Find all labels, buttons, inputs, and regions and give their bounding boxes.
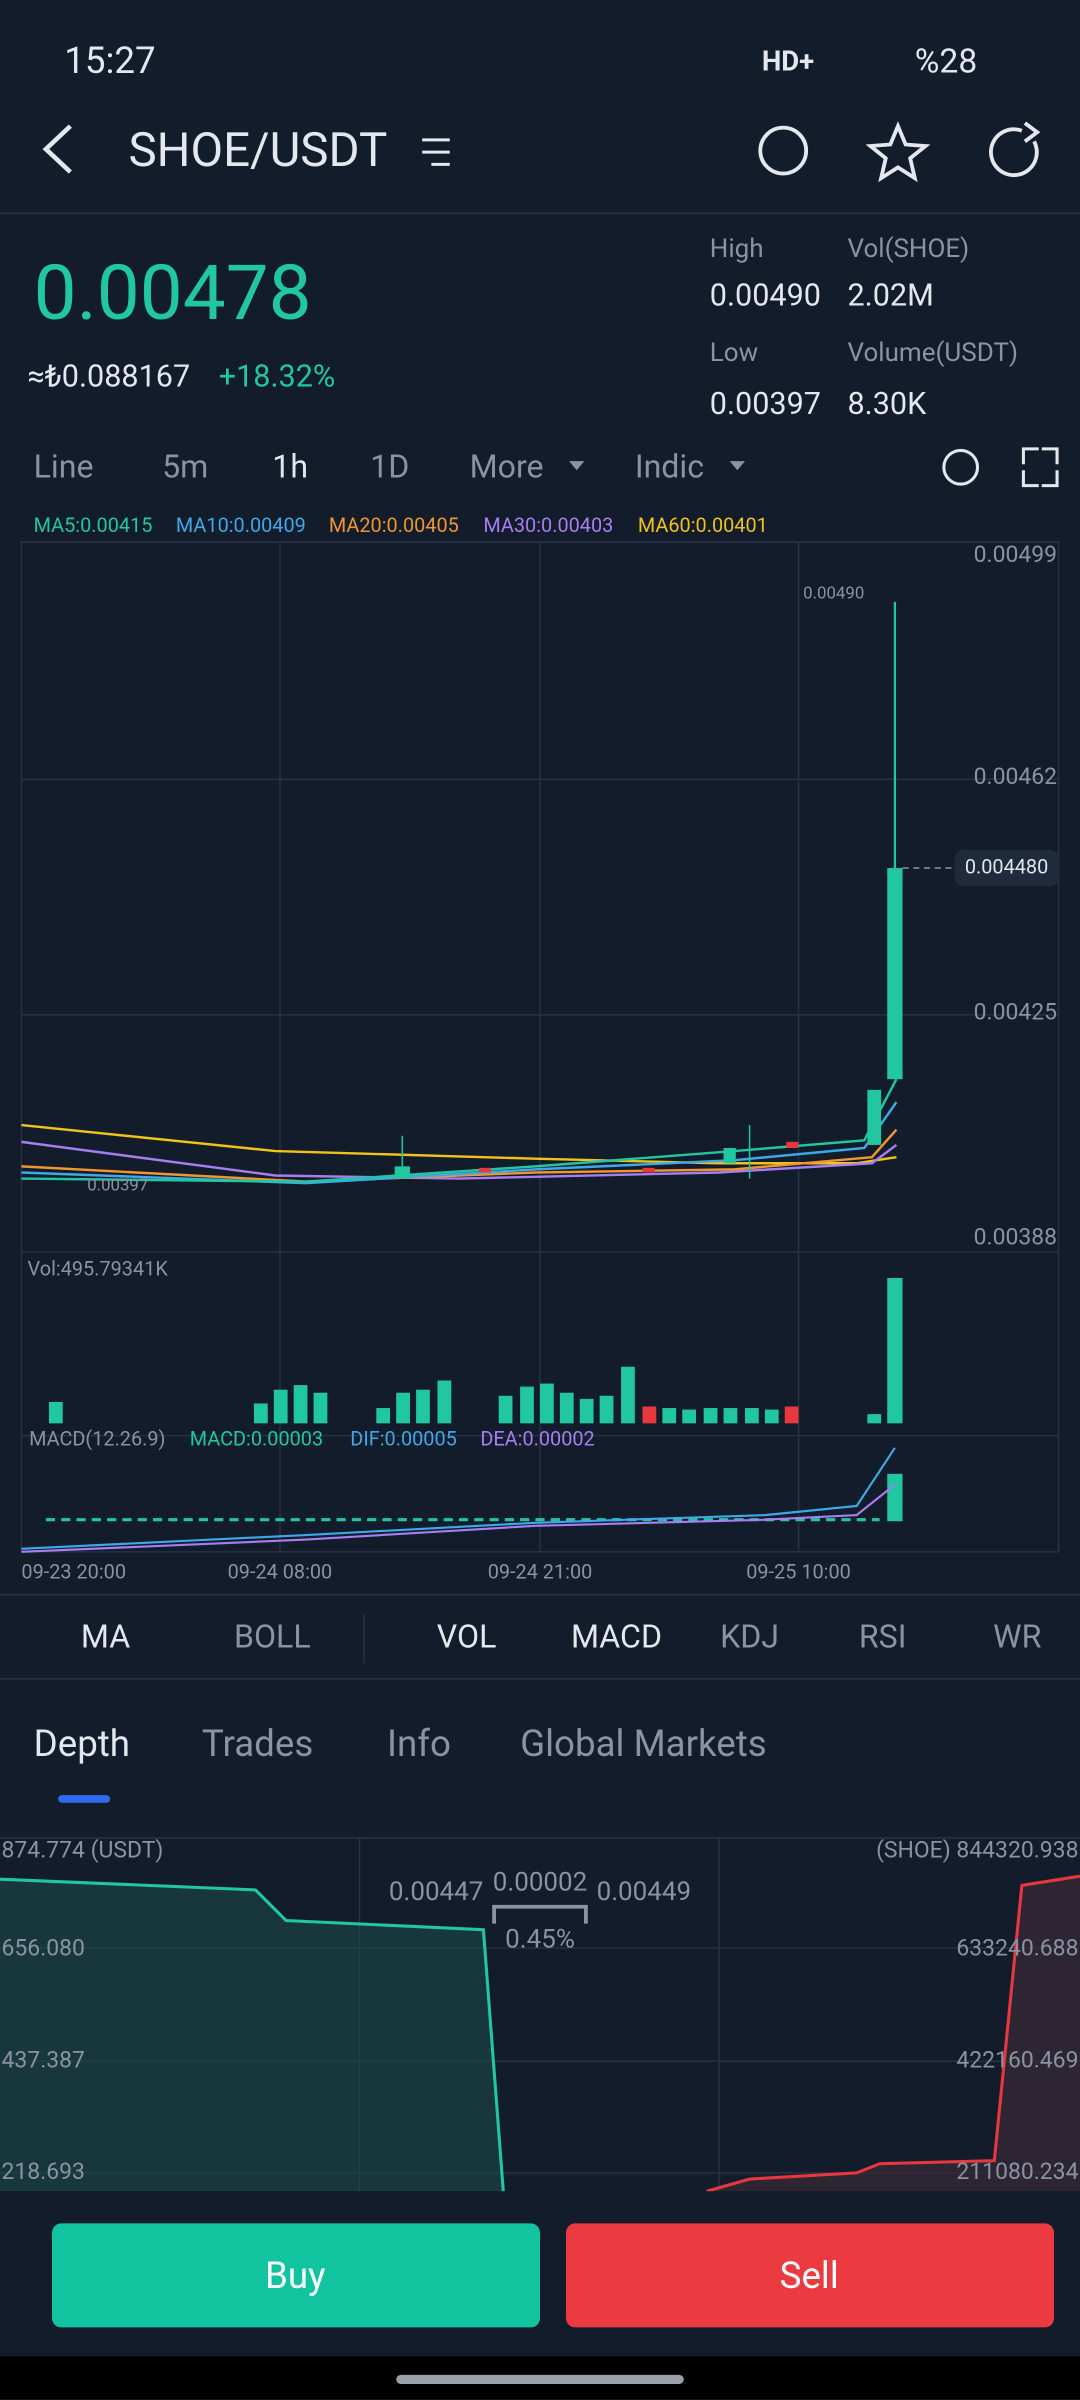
chart-grid — [20, 541, 1060, 1553]
macd-legend: DIF:0.00005 — [350, 1427, 457, 1450]
back-button[interactable] — [42, 124, 72, 174]
refresh-button[interactable] — [989, 121, 1041, 178]
stat-value: 0.00490 — [710, 279, 821, 314]
depth-right-label: 633240.688 — [956, 1935, 1078, 1962]
stat-label: Low — [710, 338, 758, 368]
dropdown-arrow — [729, 461, 745, 471]
indicator-tab[interactable]: VOL — [437, 1618, 497, 1656]
spread-bracket — [492, 1904, 588, 1924]
home-indicator[interactable] — [396, 2374, 684, 2385]
tab-indicator — [58, 1795, 111, 1803]
buy-button[interactable] — [52, 2223, 541, 2328]
macd-histogram — [887, 1473, 903, 1522]
depth-right-label: 211080.234 — [956, 2158, 1078, 2185]
indicator-tab[interactable]: MACD — [571, 1618, 662, 1656]
macd-legend: DEA:0.00002 — [480, 1427, 594, 1450]
dropdown-arrow — [569, 461, 585, 471]
spread: 0.00002 — [493, 1868, 588, 1898]
depth-left-label: 218.693 — [2, 2158, 85, 2185]
stat-label: Vol(SHOE) — [847, 234, 969, 264]
current-price-badge — [954, 849, 1059, 887]
ma-legend: MA20:0.00405 — [329, 514, 459, 537]
candles — [394, 601, 903, 1179]
pair-title[interactable]: SHOE/USDT — [128, 122, 387, 178]
price-axis-label: 0.00499 — [974, 541, 1057, 568]
ma-legend: MA60:0.00401 — [638, 514, 768, 537]
ma-legend: MA10:0.00409 — [176, 514, 306, 537]
fullscreen-button[interactable] — [1021, 447, 1059, 488]
indicator-tab[interactable]: MA — [81, 1618, 130, 1656]
depth-left-label: 656.080 — [2, 1935, 85, 1962]
date-label: 09-24 21:00 — [488, 1561, 593, 1584]
indicator-tab[interactable]: BOLL — [234, 1618, 311, 1656]
price-axis-label: 0.00388 — [974, 1223, 1057, 1250]
settings-button[interactable] — [942, 448, 980, 486]
buy-label: Buy — [265, 2254, 325, 2297]
ask-area — [706, 1876, 1080, 2192]
status-network: HD+ — [762, 45, 814, 78]
high-marker: 0.00490 — [803, 584, 864, 604]
section-tab[interactable]: Info — [387, 1722, 451, 1765]
interval-tab[interactable]: 1h — [272, 447, 308, 485]
current-price: 0.004480 — [965, 855, 1048, 878]
bid-price: 0.00447 — [389, 1877, 484, 1907]
ma-legend: MA5:0.00415 — [34, 514, 153, 537]
status-time: 15:27 — [64, 39, 155, 82]
price-axis-label: 0.00425 — [974, 998, 1057, 1025]
stat-value: 0.00397 — [710, 387, 821, 422]
bid-area — [0, 1879, 504, 2192]
last-price: 0.00478 — [34, 248, 312, 338]
section-tab[interactable]: Depth — [34, 1722, 130, 1765]
favorite-button[interactable] — [865, 121, 931, 183]
dea-line — [21, 1483, 896, 1553]
sell-button[interactable] — [566, 2223, 1054, 2328]
stat-value: 2.02M — [847, 279, 933, 314]
date-label: 09-25 10:00 — [746, 1561, 851, 1584]
indicator-tab[interactable]: KDJ — [720, 1618, 779, 1656]
interval-tab[interactable]: 5m — [162, 447, 208, 485]
depth-right-label: 422160.469 — [956, 2046, 1078, 2073]
stat-label: Volume(USDT) — [847, 338, 1018, 368]
alert-button[interactable] — [758, 125, 809, 176]
depth-left-label: 437.387 — [2, 2046, 85, 2073]
indicator-tab[interactable]: WR — [993, 1618, 1041, 1656]
ask-line — [706, 1874, 1080, 2193]
fiat-price: ≈₺0.088167 — [28, 360, 191, 395]
ma-legend: MA30:0.00403 — [483, 514, 613, 537]
spread-percent: 0.45% — [505, 1924, 575, 1954]
date-label: 09-23 20:00 — [21, 1561, 126, 1584]
volume-bars — [48, 1278, 903, 1424]
interval-tab[interactable]: Line — [34, 447, 94, 485]
macd-legend: MACD:0.00003 — [190, 1427, 323, 1450]
dif-line — [21, 1447, 896, 1550]
depth-left-label: 874.774 (USDT) — [2, 1837, 164, 1864]
pair-menu[interactable] — [422, 138, 450, 166]
interval-tab[interactable]: 1D — [370, 447, 409, 485]
interval-tab[interactable]: Indic — [635, 447, 704, 485]
stat-label: High — [710, 234, 764, 264]
date-label: 09-24 08:00 — [228, 1561, 333, 1584]
stat-value: 8.30K — [847, 387, 927, 422]
interval-tab[interactable]: More — [470, 447, 544, 485]
volume-label: Vol:495.79341K — [28, 1258, 169, 1281]
indicator-tab[interactable]: RSI — [859, 1618, 907, 1656]
section-tab[interactable]: Global Markets — [520, 1722, 767, 1765]
ask-price: 0.00449 — [597, 1877, 692, 1907]
price-axis-label: 0.00462 — [974, 763, 1058, 790]
section-tab[interactable]: Trades — [202, 1722, 313, 1765]
price-change: +18.32% — [219, 360, 336, 395]
depth-right-label: (SHOE) 844320.938 — [876, 1837, 1078, 1864]
bid-line — [0, 1877, 505, 2192]
low-marker: 0.00397 — [87, 1176, 148, 1196]
status-battery: %28 — [915, 42, 977, 81]
macd-legend: MACD(12.26.9) — [29, 1427, 165, 1450]
sell-label: Sell — [780, 2254, 839, 2297]
